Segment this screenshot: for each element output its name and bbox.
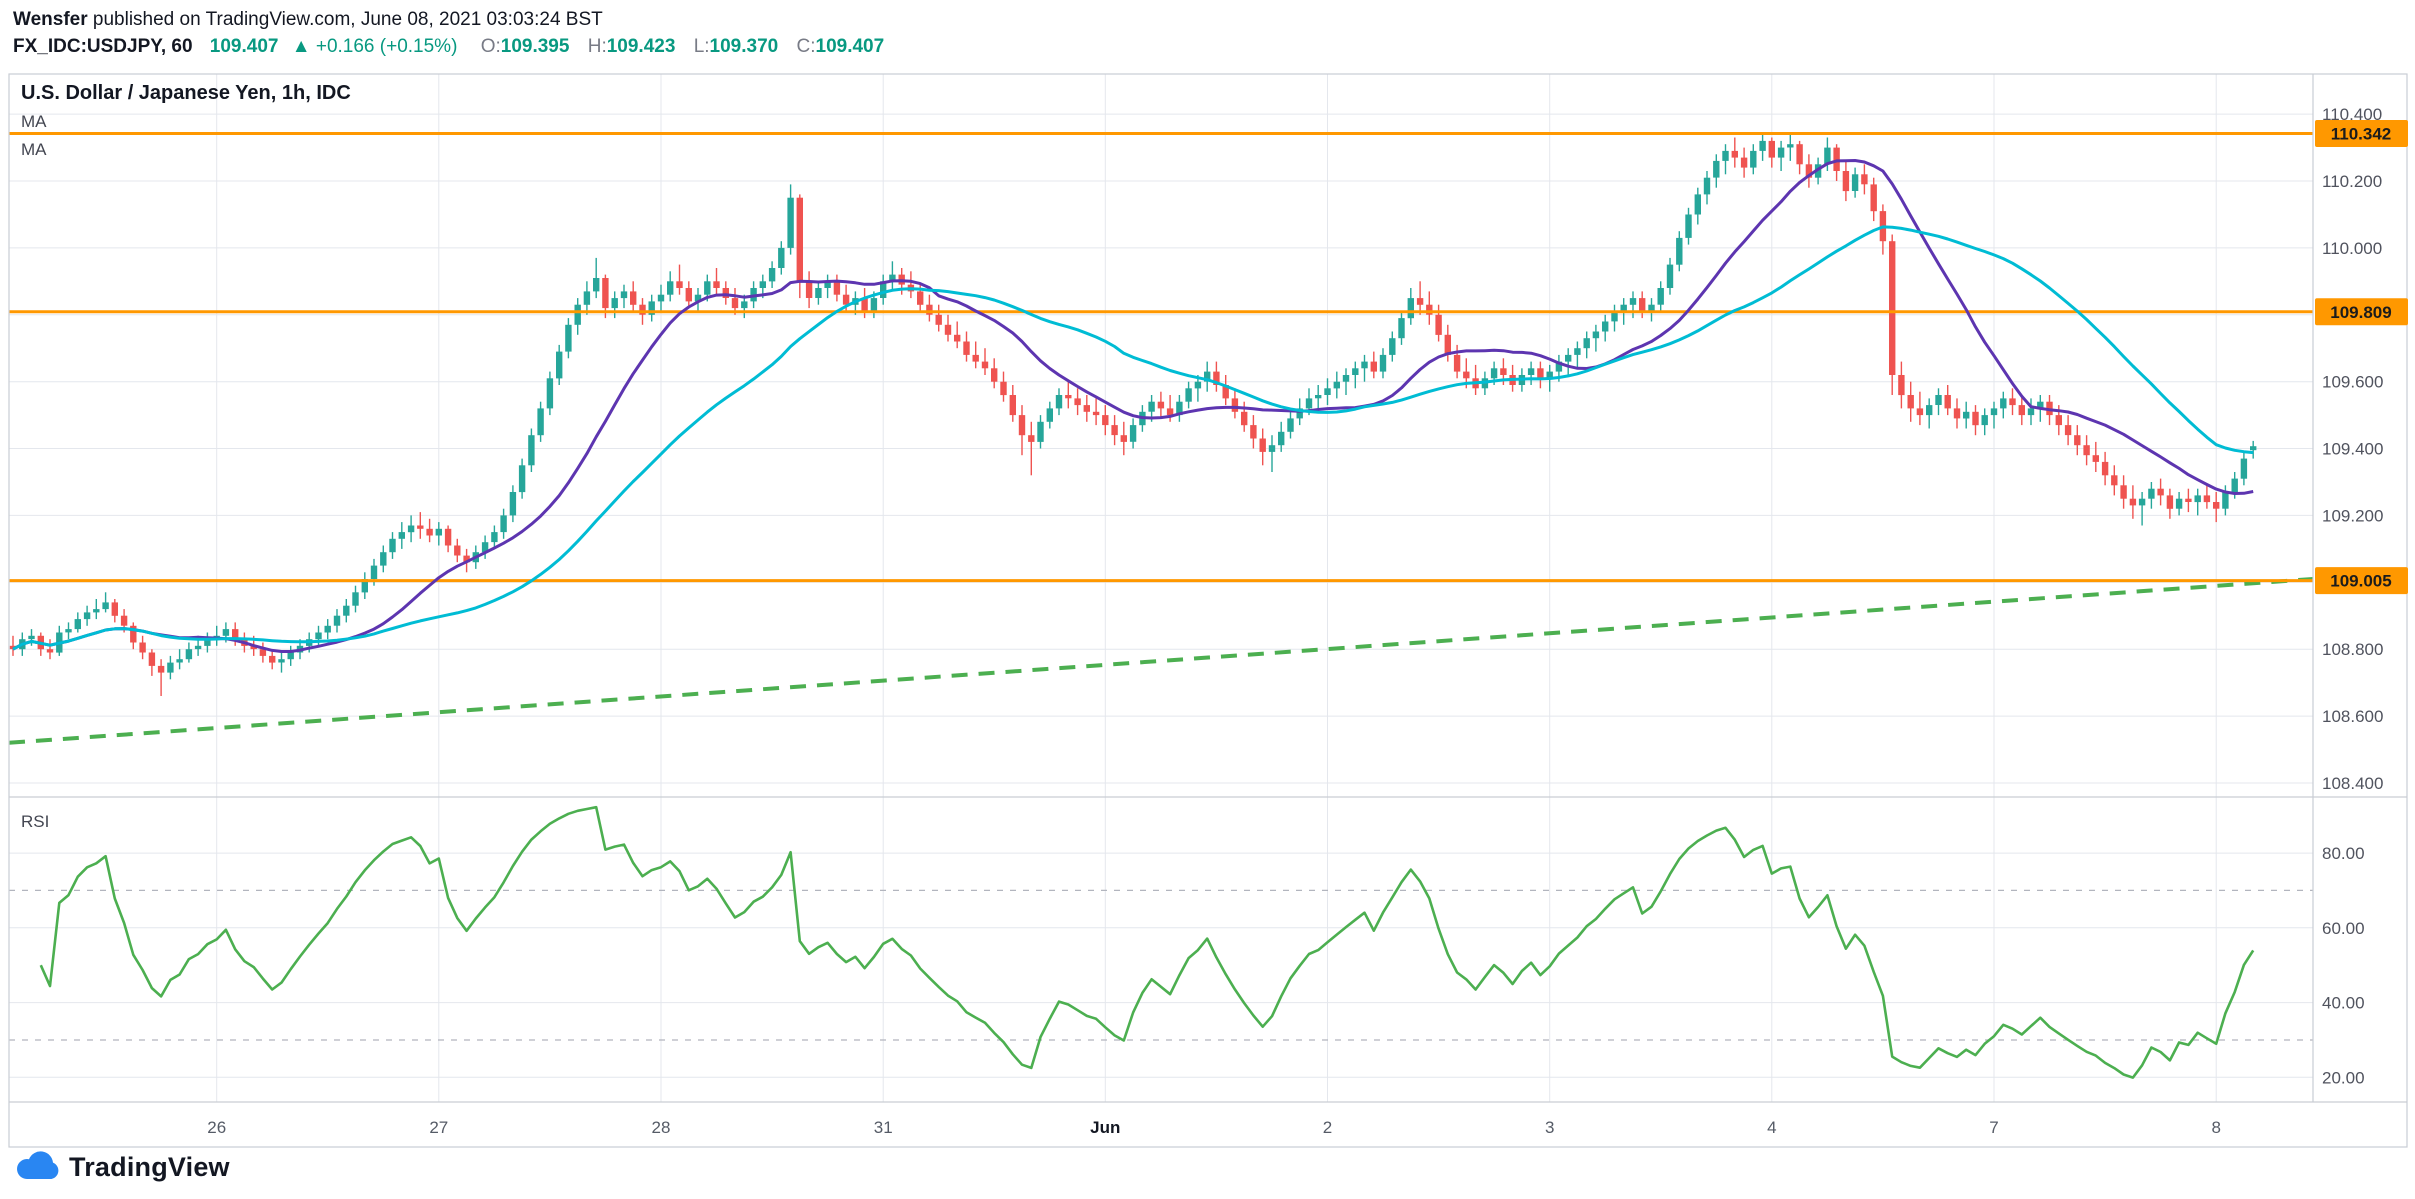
close-label: C: <box>796 36 816 57</box>
close-value: 109.407 <box>815 36 885 57</box>
svg-text:7: 7 <box>1989 1118 1998 1137</box>
price-change: ▲ +0.166 (+0.15%) <box>291 36 458 57</box>
low-value: 109.370 <box>709 36 779 57</box>
svg-text:108.400: 108.400 <box>2322 774 2383 793</box>
tradingview-logo: TradingView <box>14 1150 230 1184</box>
svg-text:20.00: 20.00 <box>2322 1068 2365 1087</box>
rsi-line[interactable] <box>39 805 2255 1079</box>
high-value: 109.423 <box>606 36 676 57</box>
svg-text:3: 3 <box>1545 1118 1554 1137</box>
publish-text: published on TradingView.com, June 08, 2… <box>87 9 603 30</box>
pane-title: U.S. Dollar / Japanese Yen, 1h, IDC <box>21 82 351 104</box>
low-label: L: <box>693 36 710 57</box>
high-label: H: <box>587 36 607 57</box>
symbol-interval: FX_IDC:USDJPY, 60 <box>13 36 193 57</box>
svg-text:109.809: 109.809 <box>2330 303 2391 322</box>
author-name: Wensfer <box>13 9 88 30</box>
publish-info: Wensfer published on TradingView.com, Ju… <box>13 9 603 31</box>
svg-text:40.00: 40.00 <box>2322 994 2365 1013</box>
svg-text:Jun: Jun <box>1090 1118 1120 1137</box>
svg-text:27: 27 <box>429 1118 448 1137</box>
time-axis-labels[interactable]: 26 27 28 31 Jun 2 3 4 7 8 <box>207 1118 2221 1137</box>
svg-text:28: 28 <box>652 1118 671 1137</box>
tradingview-cloud-icon <box>17 1151 59 1179</box>
svg-text:110.200: 110.200 <box>2322 172 2382 191</box>
rsi-axis-labels[interactable]: 80.00 60.00 40.00 20.00 <box>2322 844 2365 1087</box>
ma-indicator-label-2[interactable]: MA <box>21 140 47 159</box>
svg-text:110.000: 110.000 <box>2322 239 2382 258</box>
open-label: O: <box>480 36 501 57</box>
svg-text:80.00: 80.00 <box>2322 844 2365 863</box>
svg-text:109.400: 109.400 <box>2322 440 2383 459</box>
ma-fast-line[interactable] <box>12 159 2254 653</box>
svg-text:31: 31 <box>874 1118 893 1137</box>
svg-text:60.00: 60.00 <box>2322 919 2365 938</box>
ma-indicator-label-1[interactable]: MA <box>21 112 47 131</box>
ma-slow-line[interactable] <box>12 225 2254 651</box>
price-level-badges[interactable]: 110.342 109.809 109.005 <box>2315 120 2408 595</box>
svg-text:109.200: 109.200 <box>2322 506 2383 525</box>
svg-text:110.342: 110.342 <box>2331 125 2392 144</box>
price-axis-labels[interactable]: 110.400 110.200 110.000 109.600 109.400 109.2… <box>2322 105 2383 793</box>
trendline[interactable] <box>8 577 2314 745</box>
svg-text:109.005: 109.005 <box>2330 572 2391 591</box>
last-price: 109.407 <box>209 36 279 57</box>
svg-text:2: 2 <box>1323 1118 1332 1137</box>
svg-text:8: 8 <box>2211 1118 2220 1137</box>
svg-text:110.400: 110.400 <box>2322 105 2382 124</box>
open-value: 109.395 <box>500 36 570 57</box>
svg-text:108.600: 108.600 <box>2322 707 2383 726</box>
rsi-indicator-label[interactable]: RSI <box>21 812 50 831</box>
symbol-info-bar: FX_IDC:USDJPY, 60 109.407 ▲ +0.166 (+0.1… <box>13 36 897 58</box>
svg-text:109.600: 109.600 <box>2322 373 2383 392</box>
logo-wordmark: TradingView <box>69 1151 230 1182</box>
svg-text:108.800: 108.800 <box>2322 640 2383 659</box>
svg-text:26: 26 <box>207 1118 226 1137</box>
svg-text:4: 4 <box>1767 1118 1776 1137</box>
